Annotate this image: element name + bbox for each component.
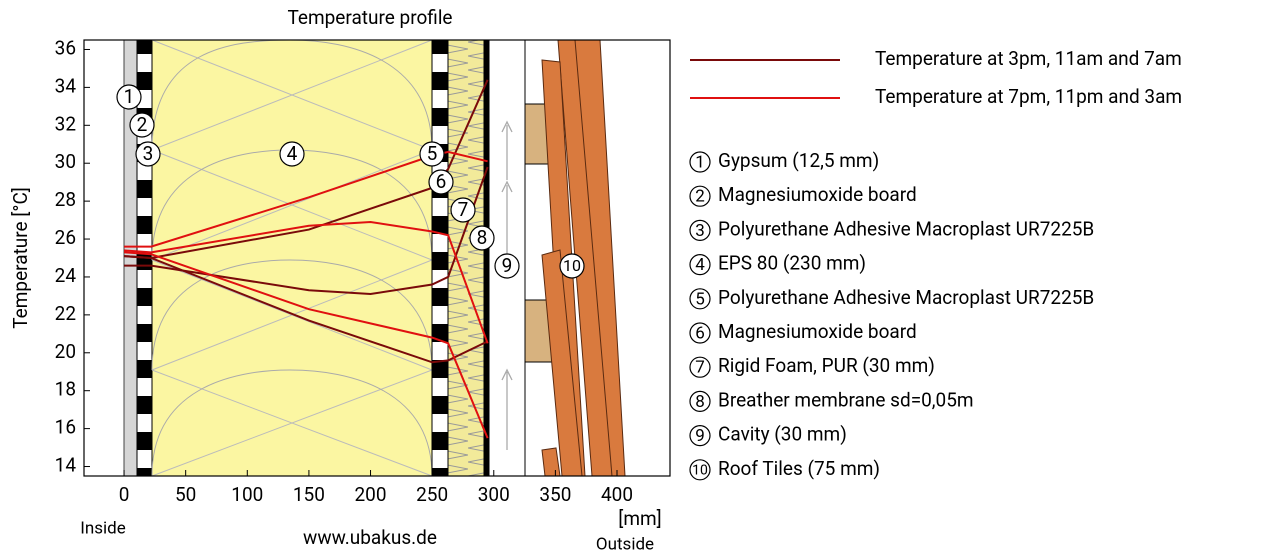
outside-label: Outside — [596, 534, 654, 551]
layer-list-number: 5 — [695, 289, 705, 309]
layer-marker — [559, 253, 585, 279]
layer-list-name: Polyurethane Adhesive Macroplast UR7225B — [718, 286, 1094, 309]
layer-marker-number: 1 — [124, 85, 135, 108]
y-tick-label: 30 — [55, 150, 76, 173]
layer-marker — [428, 169, 454, 195]
layer-list-name: EPS 80 (230 mm) — [718, 252, 866, 275]
layer-list-number: 1 — [695, 152, 705, 172]
layer-marker — [419, 141, 445, 167]
x-tick-label: 50 — [175, 483, 196, 506]
y-tick-label: 20 — [55, 340, 76, 363]
layer-list-marker — [689, 459, 711, 481]
layer-list-marker — [689, 219, 711, 241]
layer-marker-number: 4 — [287, 142, 298, 165]
temperature-line — [124, 150, 488, 248]
temperature-line — [124, 166, 489, 296]
layer-list-number: 3 — [695, 221, 705, 241]
temperature-line — [123, 251, 489, 439]
temperature-line — [123, 220, 489, 344]
y-tick-label: 24 — [55, 264, 77, 287]
inside-label: Inside — [80, 518, 126, 538]
y-tick-label: 32 — [55, 112, 76, 135]
x-tick-label: 400 — [601, 483, 633, 506]
layer-marker — [469, 225, 495, 251]
layer-marker-number: 9 — [502, 254, 513, 277]
x-tick-label: 0 — [119, 483, 130, 506]
layer-marker — [129, 112, 155, 138]
layer-list-marker — [689, 322, 711, 344]
layer-marker — [279, 141, 305, 167]
layer-list-marker — [689, 356, 711, 378]
layer-list-marker — [689, 288, 711, 310]
layer-marker-number: 8 — [477, 226, 488, 249]
layer-list-name: Magnesiumoxide board — [718, 183, 917, 206]
x-tick-label: 200 — [355, 483, 387, 506]
chart-title: Temperature profile — [287, 6, 452, 29]
layer-list-marker — [689, 185, 711, 207]
layer-list-number: 8 — [695, 392, 705, 412]
x-tick-label: 350 — [539, 483, 571, 506]
layer-list-name: Polyurethane Adhesive Macroplast UR7225B — [718, 217, 1094, 240]
layer-list-marker — [689, 425, 711, 447]
layer-list-name: Cavity (30 mm) — [718, 423, 847, 446]
layer-list-name: Rigid Foam, PUR (30 mm) — [718, 354, 935, 377]
layer-list-name: Magnesiumoxide board — [718, 320, 917, 343]
layer-marker-number: 3 — [143, 142, 154, 165]
x-tick-label: 250 — [416, 483, 448, 506]
layer-list-name: Roof Tiles (75 mm) — [718, 457, 880, 480]
y-axis-label: Temperature [°C] — [9, 187, 32, 328]
x-unit: [mm] — [618, 507, 661, 530]
layer-marker-number: 2 — [137, 113, 148, 136]
layer-list-number: 10 — [692, 463, 708, 479]
layer-marker — [494, 253, 520, 279]
layer-marker — [135, 141, 161, 167]
y-tick-label: 18 — [55, 378, 76, 401]
layer-list-name: Breather membrane sd=0,05m — [718, 388, 974, 411]
layer-list-marker — [689, 151, 711, 173]
layer-list-number: 4 — [695, 255, 705, 275]
layer-list-number: 6 — [695, 323, 705, 343]
legend-label: Temperature at 3pm, 11am and 7am — [875, 47, 1182, 70]
y-tick-label: 14 — [55, 454, 77, 477]
layer-marker-number: 10 — [563, 256, 581, 275]
layer-marker — [450, 197, 476, 223]
x-tick-label: 300 — [478, 483, 510, 506]
y-tick-label: 22 — [55, 302, 76, 325]
y-tick-label: 28 — [55, 188, 76, 211]
x-tick-label: 100 — [231, 483, 263, 506]
layer-marker-number: 6 — [436, 170, 447, 193]
layers-drawing — [123, 39, 626, 477]
plot-frame — [83, 39, 671, 477]
source: www.ubakus.de — [303, 526, 437, 549]
layer-list-number: 2 — [695, 187, 705, 207]
layer-marker-number: 5 — [427, 142, 438, 165]
y-tick-label: 34 — [55, 74, 77, 97]
layer-marker-number: 7 — [458, 198, 469, 221]
y-tick-label: 26 — [55, 226, 76, 249]
x-tick-label: 150 — [293, 483, 325, 506]
layer-list-name: Gypsum (12,5 mm) — [718, 149, 879, 172]
layer-list-marker — [689, 254, 711, 276]
y-tick-label: 16 — [55, 416, 76, 439]
layer-list-number: 9 — [695, 426, 705, 446]
layer-marker — [116, 84, 142, 110]
layer-list-number: 7 — [695, 358, 705, 378]
y-tick-label: 36 — [55, 36, 76, 59]
layer-list-marker — [689, 390, 711, 412]
legend-label: Temperature at 7pm, 11pm and 3am — [875, 85, 1182, 108]
